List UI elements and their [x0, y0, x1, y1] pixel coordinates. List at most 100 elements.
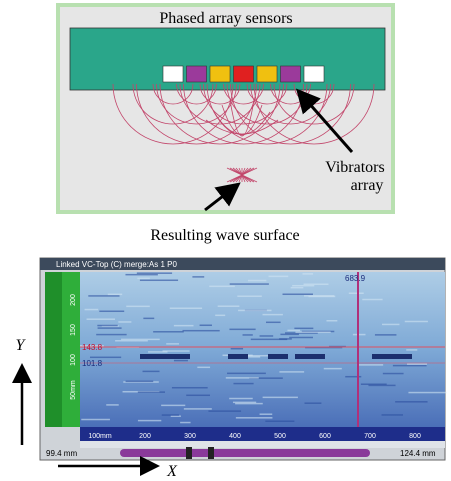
sensor	[281, 66, 301, 82]
scan-streak	[137, 278, 149, 280]
sensor-array	[163, 66, 324, 82]
scan-streak	[407, 363, 427, 365]
scan-streak	[153, 331, 184, 333]
bottom-ruler-label: 500	[274, 433, 286, 440]
scan-streak	[229, 398, 253, 400]
scan-streak	[395, 401, 427, 403]
defect	[372, 354, 412, 359]
scroll-track	[80, 441, 445, 448]
scan-streak	[209, 286, 235, 288]
scan-streak	[238, 310, 271, 312]
scan-streak	[140, 280, 178, 282]
figure: Phased array sensors Vibrators array Res…	[0, 0, 451, 481]
scan-streak	[353, 334, 366, 336]
defect	[268, 354, 288, 359]
bottom-ruler-label: 600	[319, 433, 331, 440]
scan-streak	[90, 357, 121, 359]
scan-streak	[233, 402, 256, 404]
scan-streak	[251, 339, 287, 341]
bottom-ruler-label: 200	[139, 433, 151, 440]
range-bar[interactable]	[120, 449, 370, 457]
scan-streak	[357, 364, 383, 366]
scan-streak	[304, 283, 329, 285]
scan-streak	[382, 414, 403, 416]
scan-streak	[106, 404, 118, 406]
range-handle[interactable]	[208, 447, 214, 459]
scan-streak	[289, 337, 313, 339]
scan-streak	[172, 387, 208, 389]
scan-streak	[174, 325, 194, 327]
scan-streak	[163, 350, 190, 352]
y-axis-label: Y	[16, 337, 27, 354]
scan-streak	[294, 328, 313, 330]
scan-streak	[291, 287, 304, 289]
scan-streak	[125, 274, 157, 276]
scan-streak	[243, 334, 253, 336]
scan-streak	[137, 272, 172, 274]
callout-label: array	[351, 177, 384, 194]
scan-streak	[265, 420, 294, 422]
scan-streak	[226, 377, 259, 379]
scan-streak	[180, 422, 190, 424]
scan-streak	[118, 321, 131, 323]
scan-streak	[227, 373, 266, 375]
scan-streak	[279, 371, 304, 373]
sensor	[257, 66, 277, 82]
scan-streak	[208, 410, 241, 412]
scan-streak	[305, 402, 322, 404]
scan-streak	[97, 325, 117, 327]
scan-streak	[236, 417, 273, 419]
scan-streak	[260, 335, 274, 337]
bottom-ruler-label: 700	[364, 433, 376, 440]
left-ruler-label: 100	[70, 354, 77, 366]
left-ruler-label: 150	[70, 324, 77, 336]
scan-streak	[266, 322, 281, 324]
callout-label: Vibrators	[325, 159, 384, 176]
scan-streak	[138, 420, 161, 422]
scan-streak	[87, 318, 115, 320]
scan-streak	[349, 292, 364, 294]
bottom-ruler	[80, 427, 445, 441]
scan-streak	[280, 334, 299, 336]
scan-streak	[260, 413, 273, 415]
bottom-ruler-label: 800	[409, 433, 421, 440]
scan-streak	[230, 283, 269, 285]
bottom-ruler-label: 300	[184, 433, 196, 440]
scan-streak	[126, 381, 154, 383]
cursor-x-label: 683.9	[345, 274, 366, 283]
scan-streak	[143, 318, 154, 320]
scan-streak	[166, 343, 179, 345]
scan-streak	[162, 414, 179, 416]
x-axis-label: X	[166, 463, 178, 480]
sensor	[163, 66, 183, 82]
scan-streak	[295, 331, 330, 333]
scan-streak	[303, 273, 314, 275]
scan-streak	[126, 306, 150, 308]
scan-streak	[383, 373, 404, 375]
range-end: 124.4 mm	[400, 449, 436, 458]
scan-streak	[375, 334, 397, 336]
scan-streak	[405, 321, 428, 323]
scan-streak	[218, 305, 240, 307]
scan-streak	[186, 395, 210, 397]
scan-streak	[237, 295, 261, 297]
scan-streak	[85, 309, 99, 311]
scan-streak	[263, 314, 283, 316]
scan-streak	[406, 349, 417, 351]
scan-streak	[143, 371, 160, 373]
scan-streak	[283, 294, 313, 296]
scan-streak	[138, 391, 165, 393]
scan-streak	[382, 324, 399, 326]
scan-streak	[121, 339, 160, 341]
scan-streak	[200, 325, 212, 327]
scan-streak	[269, 276, 289, 278]
scan-streak	[115, 340, 148, 342]
scan-streak	[368, 385, 395, 387]
range-handle[interactable]	[186, 447, 192, 459]
bottom-ruler-label: 100mm	[88, 433, 112, 440]
left-ruler-label: 50mm	[70, 380, 77, 400]
sensor	[210, 66, 230, 82]
scan-streak	[248, 280, 266, 282]
scan-streak	[197, 367, 210, 369]
cursor-y-label: 143.8	[82, 343, 103, 352]
